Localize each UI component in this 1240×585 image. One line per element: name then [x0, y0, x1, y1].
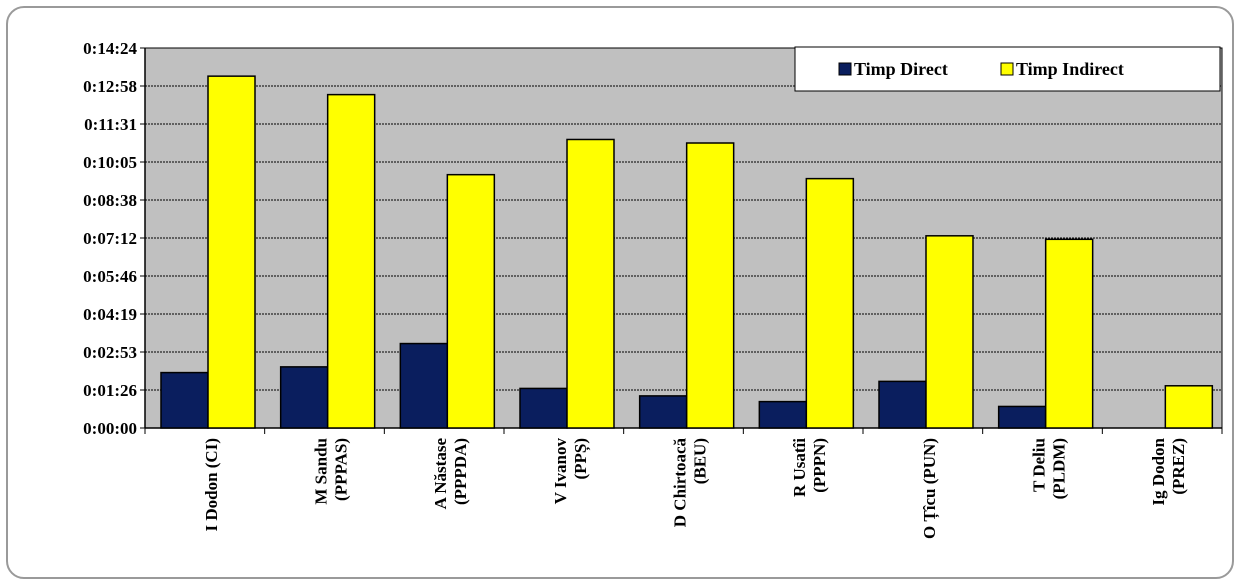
bar-timp-direct — [878, 380, 927, 429]
x-category-label-line: (PPPAS) — [332, 438, 351, 501]
x-category-label: Ig Dodon (PREZ) — [1149, 437, 1188, 505]
x-category-label-line: (PPȘ) — [571, 438, 591, 480]
x-category-label: A Năstase (PPPDA) — [431, 438, 470, 510]
x-category-label-line: (PPPN) — [810, 438, 829, 493]
x-category-label-line: (PPPDA) — [451, 438, 470, 505]
y-tick-label: 0:14:24 — [83, 39, 137, 58]
x-category-label: V Ivanov (PPȘ) — [551, 438, 591, 505]
bar-timp-indirect — [326, 93, 376, 429]
y-tick-label: 0:02:53 — [83, 343, 137, 362]
y-tick-label: 0:10:05 — [83, 153, 137, 172]
legend-label: Timp Direct — [854, 59, 948, 79]
y-tick-label: 0:04:19 — [83, 305, 137, 324]
bar-timp-indirect — [446, 173, 496, 429]
x-category-label-line: (PREZ) — [1169, 438, 1188, 495]
x-category-label: O Țîcu (PUN) — [920, 438, 940, 539]
x-category-label-line: Ig Dodon — [1149, 437, 1168, 505]
bar-timp-direct — [399, 342, 449, 429]
x-category-label-line: V Ivanov — [551, 438, 570, 505]
bar-timp-direct — [279, 366, 329, 429]
bar-timp-direct — [997, 405, 1047, 429]
legend-swatch — [838, 62, 852, 76]
x-category-label: R Usatîi (PPPN) — [790, 438, 829, 497]
x-category-label: D Chirtoacă (BEU) — [671, 438, 710, 528]
y-tick-label: 0:12:58 — [83, 77, 137, 96]
bar-timp-direct — [160, 371, 209, 429]
x-category-label-line: I Dodon (CI) — [202, 438, 221, 532]
legend-label: Timp Indirect — [1016, 59, 1124, 79]
x-category-label-line: (PLDM) — [1050, 438, 1069, 499]
x-category-label-line: M Sandu — [312, 438, 331, 505]
x-category-label-line: R Usatîi — [790, 438, 809, 497]
x-category-label-line: T Deliu — [1030, 438, 1049, 492]
bar-timp-direct — [519, 387, 568, 429]
bar-timp-indirect — [685, 142, 735, 429]
y-tick-label: 0:05:46 — [83, 267, 137, 286]
bar-timp-indirect — [1164, 385, 1214, 429]
y-tick-label: 0:11:31 — [84, 115, 137, 134]
bar-timp-indirect — [805, 177, 855, 429]
x-category-label-line: O Țîcu (PUN) — [920, 438, 940, 539]
x-category-label: M Sandu (PPPAS) — [312, 438, 351, 505]
legend-swatch — [1000, 62, 1014, 76]
x-category-label-line: D Chirtoacă — [671, 438, 690, 528]
bar-timp-indirect — [925, 235, 974, 429]
bar-timp-indirect — [207, 75, 256, 429]
x-category-label: I Dodon (CI) — [202, 438, 221, 532]
x-category-label-line: A Năstase — [431, 438, 450, 510]
y-tick-label: 0:07:12 — [83, 229, 137, 248]
bar-timp-indirect — [1044, 238, 1094, 429]
y-tick-label: 0:00:00 — [83, 419, 137, 438]
bar-timp-direct — [638, 395, 688, 429]
bar-timp-direct — [758, 400, 808, 429]
y-tick-label: 0:08:38 — [83, 191, 137, 210]
x-category-label-line: (BEU) — [691, 438, 710, 484]
bar-timp-indirect — [566, 138, 615, 429]
x-category-label: T Deliu (PLDM) — [1030, 438, 1069, 499]
y-tick-label: 0:01:26 — [83, 381, 137, 400]
